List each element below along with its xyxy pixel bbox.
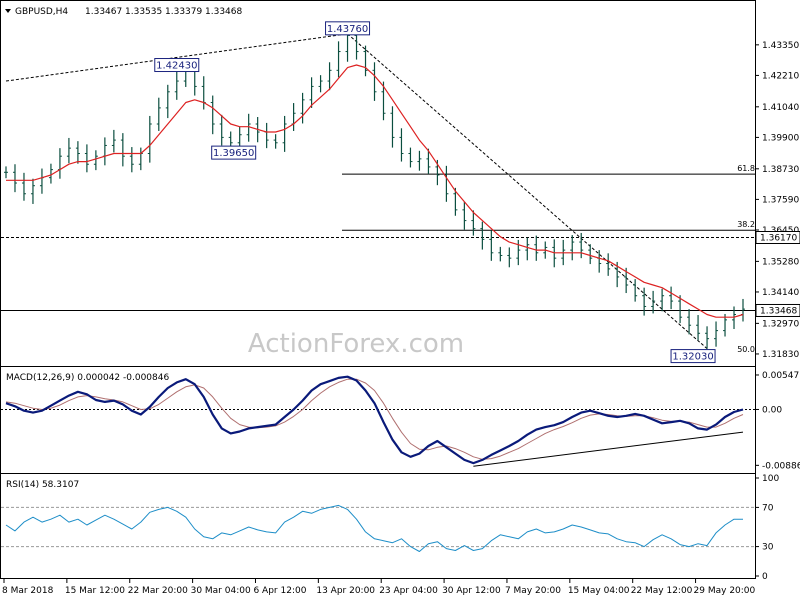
annotation-box-1 — [154, 58, 200, 73]
fib-label-0: 61.8 — [737, 164, 755, 173]
ohlc-open: 1.33467 — [85, 7, 122, 17]
ohlc-low: 1.33379 — [165, 7, 202, 17]
x-tick-label: 15 May 04:00 — [568, 586, 630, 596]
price-y-tick-label: 1.42210 — [762, 71, 799, 81]
macd-trendline-0 — [473, 431, 744, 467]
price-y-tick-label: 1.39900 — [762, 133, 799, 143]
annotation-box-0 — [325, 21, 371, 36]
macd-signal-line — [5, 378, 744, 460]
annotation-box-3 — [670, 349, 716, 364]
macd-title: MACD(12,26,9) 0.000042 -0.000846 — [6, 373, 169, 383]
macd-y-tick-label: 0.00 — [762, 405, 782, 415]
rsi-line — [5, 504, 743, 552]
price-y-tick-label: 1.36450 — [762, 226, 799, 236]
macd-y-tick-label: 0.00547 — [762, 371, 799, 381]
watermark: ActionForex.com — [248, 329, 464, 359]
price-trendline-0 — [5, 33, 348, 82]
rsi-y-tick-label: 100 — [762, 474, 779, 484]
price-y-tick-label: 1.34140 — [762, 288, 799, 298]
x-tick-label: 6 Apr 12:00 — [253, 586, 306, 596]
ohlc-close: 1.33468 — [205, 7, 242, 17]
price-header: GBPUSD,H4 1.33467 1.33535 1.33379 1.3346… — [5, 7, 242, 17]
dropdown-triangle-icon[interactable] — [5, 9, 11, 13]
symbol-title: GBPUSD,H4 — [15, 7, 68, 17]
x-tick-label: 7 May 20:00 — [505, 586, 561, 596]
x-tick-label: 30 Apr 12:00 — [442, 586, 501, 596]
fib-label-1: 38.2 — [737, 220, 755, 229]
x-tick-label: 30 Mar 04:00 — [191, 586, 251, 596]
annotation-label-0: 1.43760 — [327, 24, 368, 35]
moving-average-line — [6, 64, 744, 318]
price-value-box-1 — [755, 303, 800, 317]
x-tick-label: 23 Apr 04:00 — [379, 586, 438, 596]
annotation-label-3: 1.32030 — [672, 352, 713, 363]
rsi-panel — [1, 504, 755, 552]
axes: 1.43350 1.42210 1.41040 1.39900 1.38730 1.375… — [2, 41, 800, 596]
price-y-tick-label: 1.32970 — [762, 319, 799, 329]
x-tick-label: 22 May 12:00 — [631, 586, 693, 596]
ohlc-high: 1.33535 — [125, 7, 162, 17]
rsi-y-tick-label: 30 — [762, 543, 774, 553]
x-tick-label: 29 May 20:00 — [694, 586, 756, 596]
price-y-tick-label: 1.43350 — [762, 41, 799, 51]
rsi-y-tick-label: 0 — [762, 572, 768, 582]
price-y-tick-label: 1.37590 — [762, 195, 799, 205]
price-panel-frame — [0, 0, 756, 367]
price-y-tick-label: 1.41040 — [762, 103, 799, 113]
price-panel: 61.8 38.2 50.0 1.43760 1.42430 1.39650 1.32030 — [1, 21, 755, 364]
price-value-label-0: 1.36170 — [760, 233, 797, 243]
price-y-tick-label: 1.38730 — [762, 165, 799, 175]
annotation-label-1: 1.42430 — [156, 61, 197, 72]
x-tick-label: 22 Mar 20:00 — [128, 586, 188, 596]
macd-y-tick-label: -0.00886 — [762, 461, 800, 471]
price-value-label-1: 1.33468 — [760, 306, 797, 316]
x-tick-label: 13 Apr 20:00 — [316, 586, 375, 596]
rsi-y-tick-label: 70 — [762, 503, 774, 513]
macd-line — [5, 375, 744, 465]
price-y-tick-label: 1.31830 — [762, 350, 799, 360]
annotation-box-2 — [211, 145, 257, 160]
rsi-title: RSI(14) 58.3107 — [6, 480, 79, 490]
annotation-label-2: 1.39650 — [213, 148, 254, 159]
panel-frames — [0, 0, 756, 579]
price-y-tick-label: 1.35280 — [762, 257, 799, 267]
rsi-panel-frame — [0, 473, 756, 579]
fib-label-2: 50.0 — [737, 345, 755, 354]
x-tick-label: 15 Mar 12:00 — [65, 586, 125, 596]
x-tick-label: 8 Mar 2018 — [2, 586, 54, 596]
macd-panel — [1, 375, 755, 467]
price-value-box-0 — [755, 230, 800, 244]
